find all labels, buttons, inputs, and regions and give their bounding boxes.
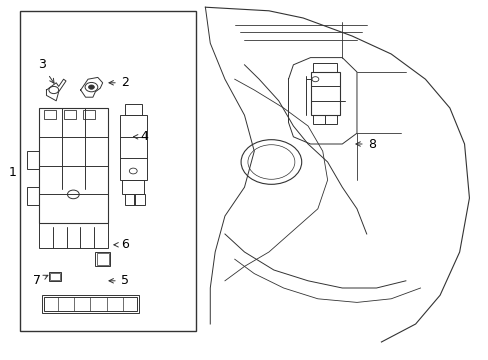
Text: 6: 6 xyxy=(114,238,128,251)
Bar xyxy=(27,187,39,205)
Text: 2: 2 xyxy=(109,76,128,89)
Text: 7: 7 xyxy=(33,274,48,287)
Bar xyxy=(312,63,337,72)
Bar xyxy=(44,110,56,119)
Bar xyxy=(27,151,39,169)
Circle shape xyxy=(88,85,94,89)
Bar xyxy=(39,108,107,223)
Bar xyxy=(310,72,339,115)
Bar xyxy=(39,223,107,248)
Bar xyxy=(124,194,135,205)
Bar xyxy=(120,115,146,180)
Text: 5: 5 xyxy=(109,274,128,287)
Bar xyxy=(97,253,108,265)
Bar xyxy=(41,295,139,313)
Bar xyxy=(44,297,137,311)
Bar xyxy=(49,272,61,281)
Bar xyxy=(325,115,336,124)
Bar xyxy=(134,194,145,205)
Text: 3: 3 xyxy=(38,58,54,83)
Bar xyxy=(83,110,95,119)
Text: 4: 4 xyxy=(133,130,148,143)
Bar xyxy=(50,273,60,280)
Text: 8: 8 xyxy=(355,138,375,150)
Bar xyxy=(312,115,324,124)
Bar xyxy=(122,180,144,194)
Text: 1: 1 xyxy=(8,166,16,179)
Bar xyxy=(63,110,76,119)
Bar xyxy=(95,252,110,266)
Bar xyxy=(20,11,195,331)
Bar xyxy=(124,104,142,115)
